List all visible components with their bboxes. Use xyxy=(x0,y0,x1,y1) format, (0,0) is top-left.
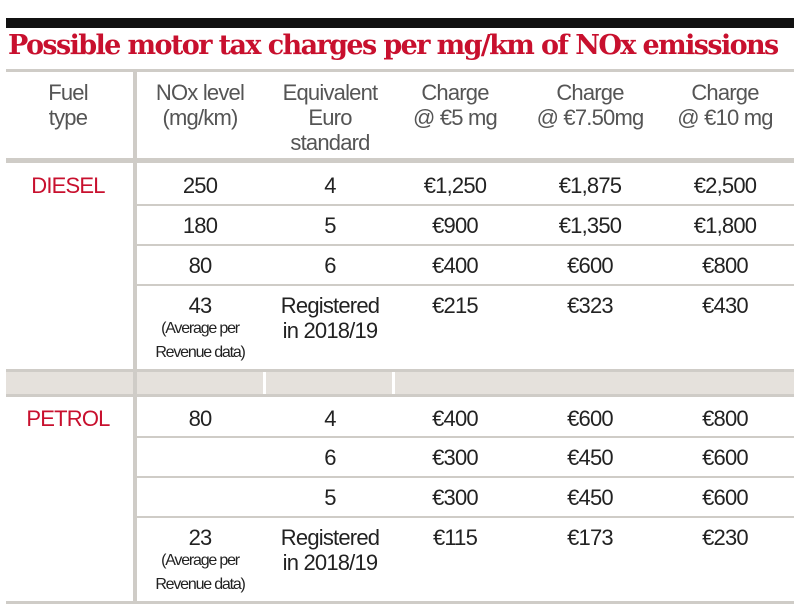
charge-10: €2,500 xyxy=(693,173,757,198)
section-divider xyxy=(6,369,794,372)
charge-10: €600 xyxy=(702,445,749,470)
column-header: @ €7.50mg xyxy=(536,105,645,130)
charge-10: €1,800 xyxy=(693,213,757,238)
row-divider xyxy=(137,516,794,518)
charge-5: €400 xyxy=(432,253,479,278)
separator-band xyxy=(266,372,392,394)
nox-value: 80 xyxy=(188,406,213,431)
euro-standard: 4 xyxy=(324,173,336,198)
column-header: @ €10 mg xyxy=(677,105,773,130)
chart-title: Possible motor tax charges per mg/km of … xyxy=(8,30,779,61)
euro-standard: Registered xyxy=(280,293,380,318)
nox-note: Revenue data) xyxy=(155,576,246,593)
nox-note: Revenue data) xyxy=(155,344,246,361)
fuel-type-label: DIESEL xyxy=(31,173,105,198)
charge-7-50: €600 xyxy=(567,406,614,431)
separator-band xyxy=(6,372,133,394)
charge-7-50: €323 xyxy=(567,293,614,318)
charge-5: €900 xyxy=(432,213,479,238)
header-divider xyxy=(6,158,794,163)
euro-standard: 5 xyxy=(324,213,336,238)
charge-10: €800 xyxy=(702,406,749,431)
column-header: Charge xyxy=(421,80,489,105)
row-divider xyxy=(137,244,794,246)
nox-value: 23 xyxy=(188,525,213,550)
row-divider xyxy=(137,204,794,206)
charge-7-50: €173 xyxy=(567,525,614,550)
section-divider xyxy=(6,394,794,397)
nox-value: 180 xyxy=(182,213,218,238)
column-header: Charge xyxy=(691,80,759,105)
column-header: (mg/km) xyxy=(162,105,238,130)
column-header: Equivalent xyxy=(282,80,379,105)
fuel-column-divider xyxy=(133,70,137,602)
column-header: type xyxy=(48,105,88,130)
column-header: Charge xyxy=(556,80,624,105)
euro-standard: 4 xyxy=(324,406,336,431)
euro-standard: 6 xyxy=(324,253,336,278)
column-header: standard xyxy=(290,130,370,155)
separator-band xyxy=(395,372,794,394)
row-divider xyxy=(137,284,794,286)
charge-10: €600 xyxy=(702,485,749,510)
charge-7-50: €1,875 xyxy=(558,173,622,198)
nox-note: (Average per xyxy=(161,320,240,337)
charge-7-50: €450 xyxy=(567,485,614,510)
charge-7-50: €1,350 xyxy=(558,213,622,238)
column-header: Euro xyxy=(308,105,352,130)
column-header: Fuel xyxy=(48,80,88,105)
nox-value: 80 xyxy=(188,253,213,278)
nox-value: 250 xyxy=(182,173,218,198)
charge-5: €300 xyxy=(432,445,479,470)
euro-standard: in 2018/19 xyxy=(282,550,379,575)
column-header: @ €5 mg xyxy=(413,105,498,130)
charge-7-50: €450 xyxy=(567,445,614,470)
separator-band xyxy=(137,372,263,394)
fuel-type-label: PETROL xyxy=(26,406,110,431)
row-divider xyxy=(137,436,794,438)
column-header: NOx level xyxy=(155,80,245,105)
bottom-rule xyxy=(6,601,794,604)
charge-10: €430 xyxy=(702,293,749,318)
euro-standard: 6 xyxy=(324,445,336,470)
euro-standard: in 2018/19 xyxy=(282,318,379,343)
charge-5: €300 xyxy=(432,485,479,510)
charge-5: €1,250 xyxy=(423,173,487,198)
charge-5: €115 xyxy=(432,525,478,550)
euro-standard: Registered xyxy=(280,525,380,550)
row-divider xyxy=(137,476,794,478)
nox-note: (Average per xyxy=(161,552,240,569)
title-divider xyxy=(6,69,794,72)
charge-10: €800 xyxy=(702,253,749,278)
nox-value: 43 xyxy=(188,293,213,318)
top-rule xyxy=(6,18,794,28)
euro-standard: 5 xyxy=(324,485,336,510)
charge-5: €215 xyxy=(432,293,479,318)
charge-10: €230 xyxy=(702,525,749,550)
charge-7-50: €600 xyxy=(567,253,614,278)
charge-5: €400 xyxy=(432,406,479,431)
